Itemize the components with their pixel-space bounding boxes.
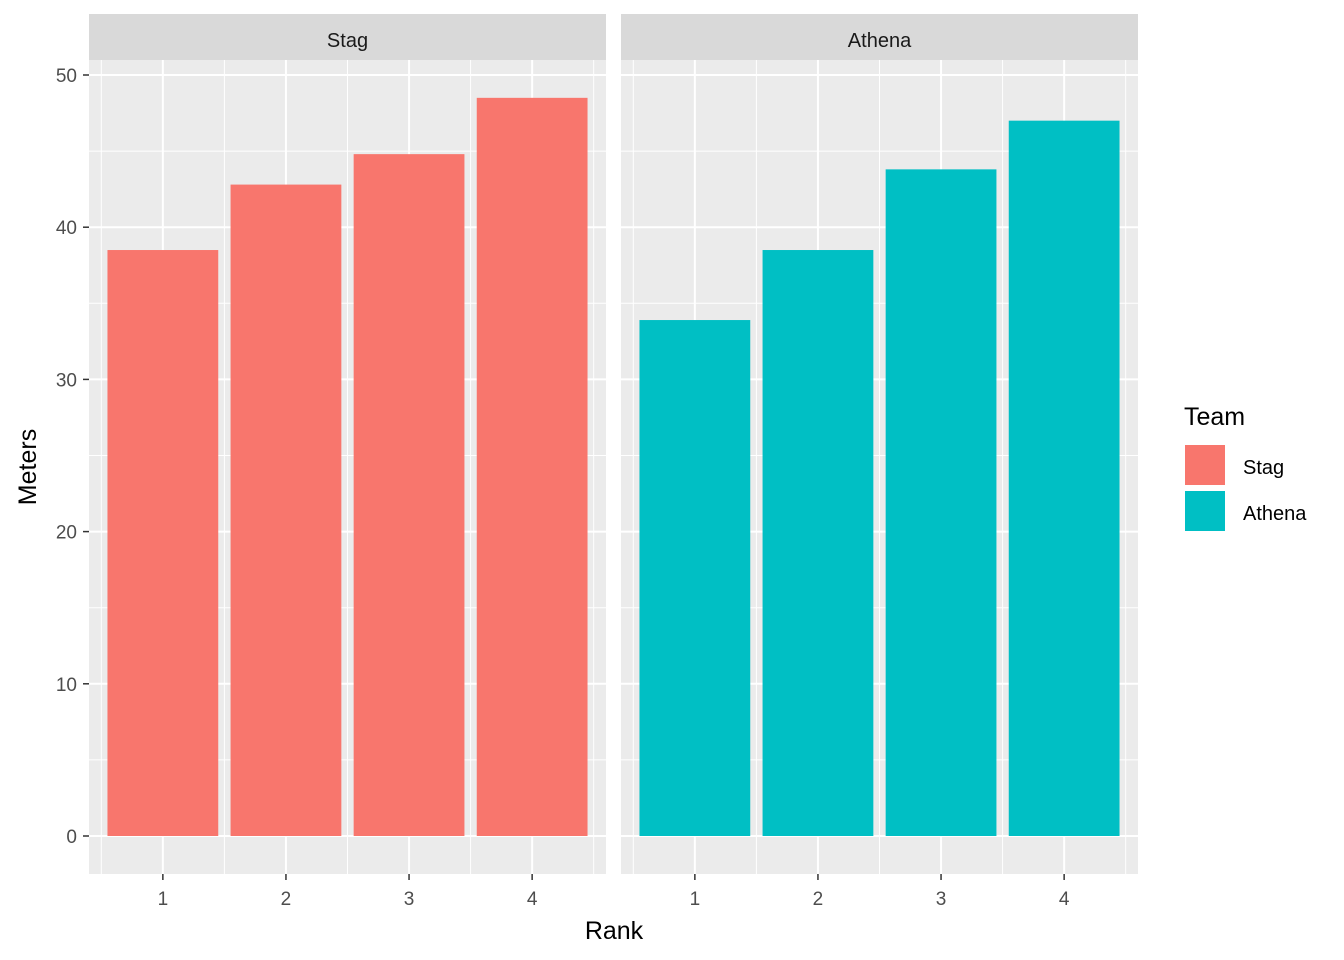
x-tick-label: 4 (527, 889, 538, 910)
strip-stag (89, 14, 606, 60)
x-tick-label: 2 (281, 889, 292, 910)
bar-stag-rank-3 (353, 154, 465, 837)
bar-athena-rank-2 (762, 250, 874, 836)
x-tick-label: 1 (158, 889, 169, 910)
panel-stag: Stag 1 2 3 4 (89, 14, 606, 910)
legend-item-stag: Stag (1183, 443, 1284, 487)
x-tick-label: 3 (404, 889, 415, 910)
bar-athena-rank-1 (639, 320, 751, 836)
legend-title: Team (1184, 403, 1245, 431)
x-tick-label: 2 (813, 889, 824, 910)
strip-athena (621, 14, 1138, 60)
strip-label-athena: Athena (848, 30, 912, 52)
strip-label-stag: Stag (327, 30, 368, 52)
y-tick-label: 0 (66, 827, 77, 848)
x-axis-title: Rank (585, 917, 644, 945)
panel-athena: Athena 1 2 3 4 (621, 14, 1138, 910)
x-tick-label: 1 (690, 889, 701, 910)
legend-label-stag: Stag (1243, 457, 1284, 479)
y-tick-label: 10 (56, 675, 77, 696)
legend-item-athena: Athena (1183, 489, 1307, 533)
facet-panels: Stag 1 2 3 4 Athena 1 2 3 4 (89, 14, 1138, 910)
bar-stag-rank-4 (476, 97, 588, 836)
legend: Team Stag Athena (1183, 403, 1307, 533)
bar-athena-rank-4 (1008, 120, 1120, 836)
bar-athena-rank-3 (885, 169, 997, 836)
bar-stag-rank-1 (107, 250, 219, 836)
legend-label-athena: Athena (1243, 503, 1307, 525)
y-tick-label: 20 (56, 523, 77, 544)
y-axis-title: Meters (14, 429, 42, 505)
bar-stag-rank-2 (230, 184, 342, 837)
y-tick-label: 40 (56, 218, 77, 239)
x-tick-label: 3 (936, 889, 947, 910)
x-tick-label: 4 (1059, 889, 1070, 910)
y-axis: 0 10 20 30 40 50 (56, 66, 89, 848)
legend-key-athena (1183, 489, 1227, 533)
legend-key-stag (1183, 443, 1227, 487)
y-tick-label: 50 (56, 66, 77, 87)
y-tick-label: 30 (56, 370, 77, 391)
